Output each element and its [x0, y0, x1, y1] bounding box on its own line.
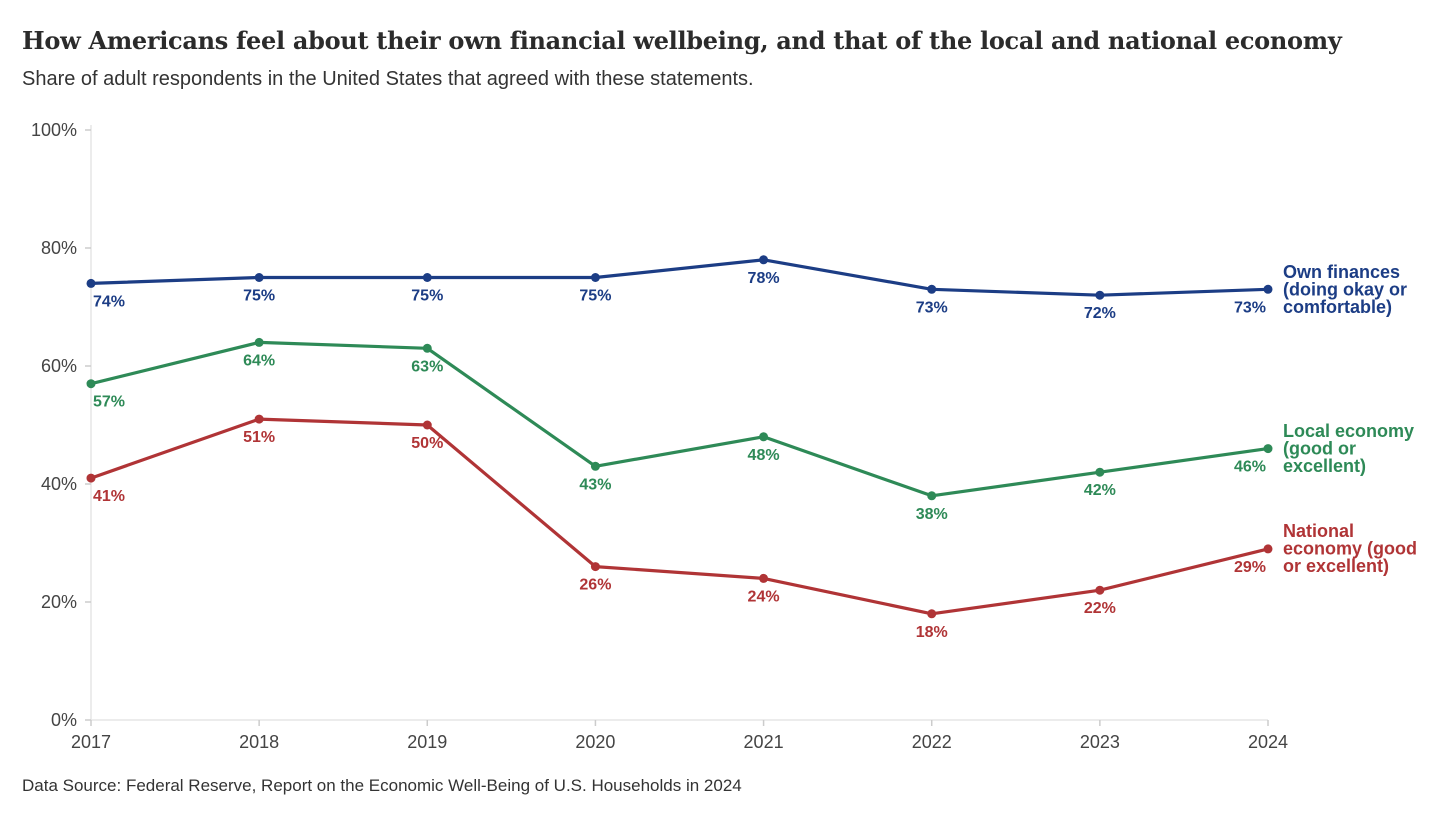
data-label: 50% [411, 435, 443, 452]
data-point [86, 278, 96, 288]
data-point [1095, 290, 1105, 300]
x-tick-label: 2023 [1080, 732, 1120, 752]
data-source-note: Data Source: Federal Reserve, Report on … [22, 776, 742, 795]
x-tick-label: 2017 [71, 732, 111, 752]
data-point [590, 461, 600, 471]
series-label-line: (doing okay or [1283, 280, 1407, 300]
series-line [89, 340, 1270, 498]
data-label: 57% [93, 394, 125, 411]
series-label-line: Own finances [1283, 262, 1400, 282]
series-1: 57% 64% 63% 43% 48% 38% 42% 46% Local economy (go… [86, 337, 1414, 523]
data-point [254, 273, 264, 282]
x-tick-label: 2018 [239, 732, 279, 752]
data-point [1095, 585, 1105, 595]
y-axis-ticks: 0% 20% 40% 60% 80% 100% [31, 120, 91, 730]
series-label-line: Local economy [1283, 421, 1414, 441]
data-label: 24% [748, 588, 780, 605]
data-label: 64% [243, 352, 275, 369]
data-label: 75% [411, 288, 443, 305]
data-point [254, 337, 264, 347]
data-label: 51% [243, 429, 275, 446]
data-label: 75% [243, 288, 275, 305]
data-point [86, 473, 96, 483]
data-label: 72% [1084, 305, 1116, 322]
series-group: 74% 75% 75% 75% 78% 73% 72% 73% Own finances (doi… [86, 255, 1417, 641]
series-label-line: comfortable) [1283, 297, 1392, 317]
data-label: 63% [411, 358, 443, 375]
data-label: 38% [916, 506, 948, 523]
data-point [927, 491, 937, 501]
series-label: National economy (good or excellent) [1283, 521, 1417, 576]
series-label-line: National [1283, 521, 1354, 541]
x-tick-label: 2022 [912, 732, 952, 752]
data-point [422, 420, 432, 430]
data-point [422, 343, 432, 353]
series-label: Local economy (good or excellent) [1283, 421, 1414, 476]
chart-title: How Americans feel about their own finan… [22, 26, 1342, 55]
x-tick-label: 2019 [407, 732, 447, 752]
data-point [422, 273, 432, 282]
y-tick-label: 20% [41, 592, 77, 612]
data-point [1263, 544, 1273, 554]
y-tick-label: 100% [31, 120, 77, 140]
y-tick-label: 60% [41, 356, 77, 376]
series-label-line: (good or [1283, 439, 1356, 459]
data-point [590, 562, 600, 572]
data-point [590, 273, 600, 282]
data-label: 43% [579, 476, 611, 493]
series-line [89, 417, 1270, 616]
y-tick-label: 80% [41, 238, 77, 258]
data-label: 73% [916, 299, 948, 316]
data-label: 73% [1234, 299, 1266, 316]
data-point [759, 573, 769, 583]
x-tick-label: 2024 [1248, 732, 1288, 752]
data-point [927, 284, 937, 294]
data-label: 48% [748, 447, 780, 464]
data-label: 46% [1234, 459, 1266, 476]
series-2: 41% 51% 50% 26% 24% 18% 22% 29% National economy … [86, 414, 1417, 641]
data-label: 74% [93, 293, 125, 310]
x-tick-label: 2020 [575, 732, 615, 752]
data-label: 26% [579, 577, 611, 594]
data-point [254, 414, 264, 424]
data-point [927, 609, 937, 619]
series-label: Own finances (doing okay or comfortable) [1283, 262, 1407, 317]
x-axis-ticks: 2017 2018 2019 2020 2021 2022 2023 2024 [71, 720, 1288, 752]
data-label: 22% [1084, 600, 1116, 617]
data-label: 41% [93, 488, 125, 505]
data-point [1263, 284, 1273, 294]
data-point [1095, 467, 1105, 477]
data-point [86, 379, 96, 389]
series-label-line: economy (good [1283, 539, 1417, 559]
series-label-line: excellent) [1283, 456, 1366, 476]
data-label: 42% [1084, 482, 1116, 499]
data-label: 75% [579, 288, 611, 305]
series-0: 74% 75% 75% 75% 78% 73% 72% 73% Own finances (doi… [86, 255, 1407, 322]
x-tick-label: 2021 [744, 732, 784, 752]
data-label: 29% [1234, 559, 1266, 576]
data-point [759, 432, 769, 442]
data-point [1263, 444, 1273, 454]
series-label-line: or excellent) [1283, 556, 1389, 576]
data-label: 18% [916, 624, 948, 641]
y-tick-label: 40% [41, 474, 77, 494]
y-tick-label: 0% [51, 710, 77, 730]
data-point [759, 255, 769, 265]
data-label: 78% [748, 270, 780, 287]
chart-subtitle: Share of adult respondents in the United… [22, 68, 754, 90]
series-line [89, 258, 1270, 297]
